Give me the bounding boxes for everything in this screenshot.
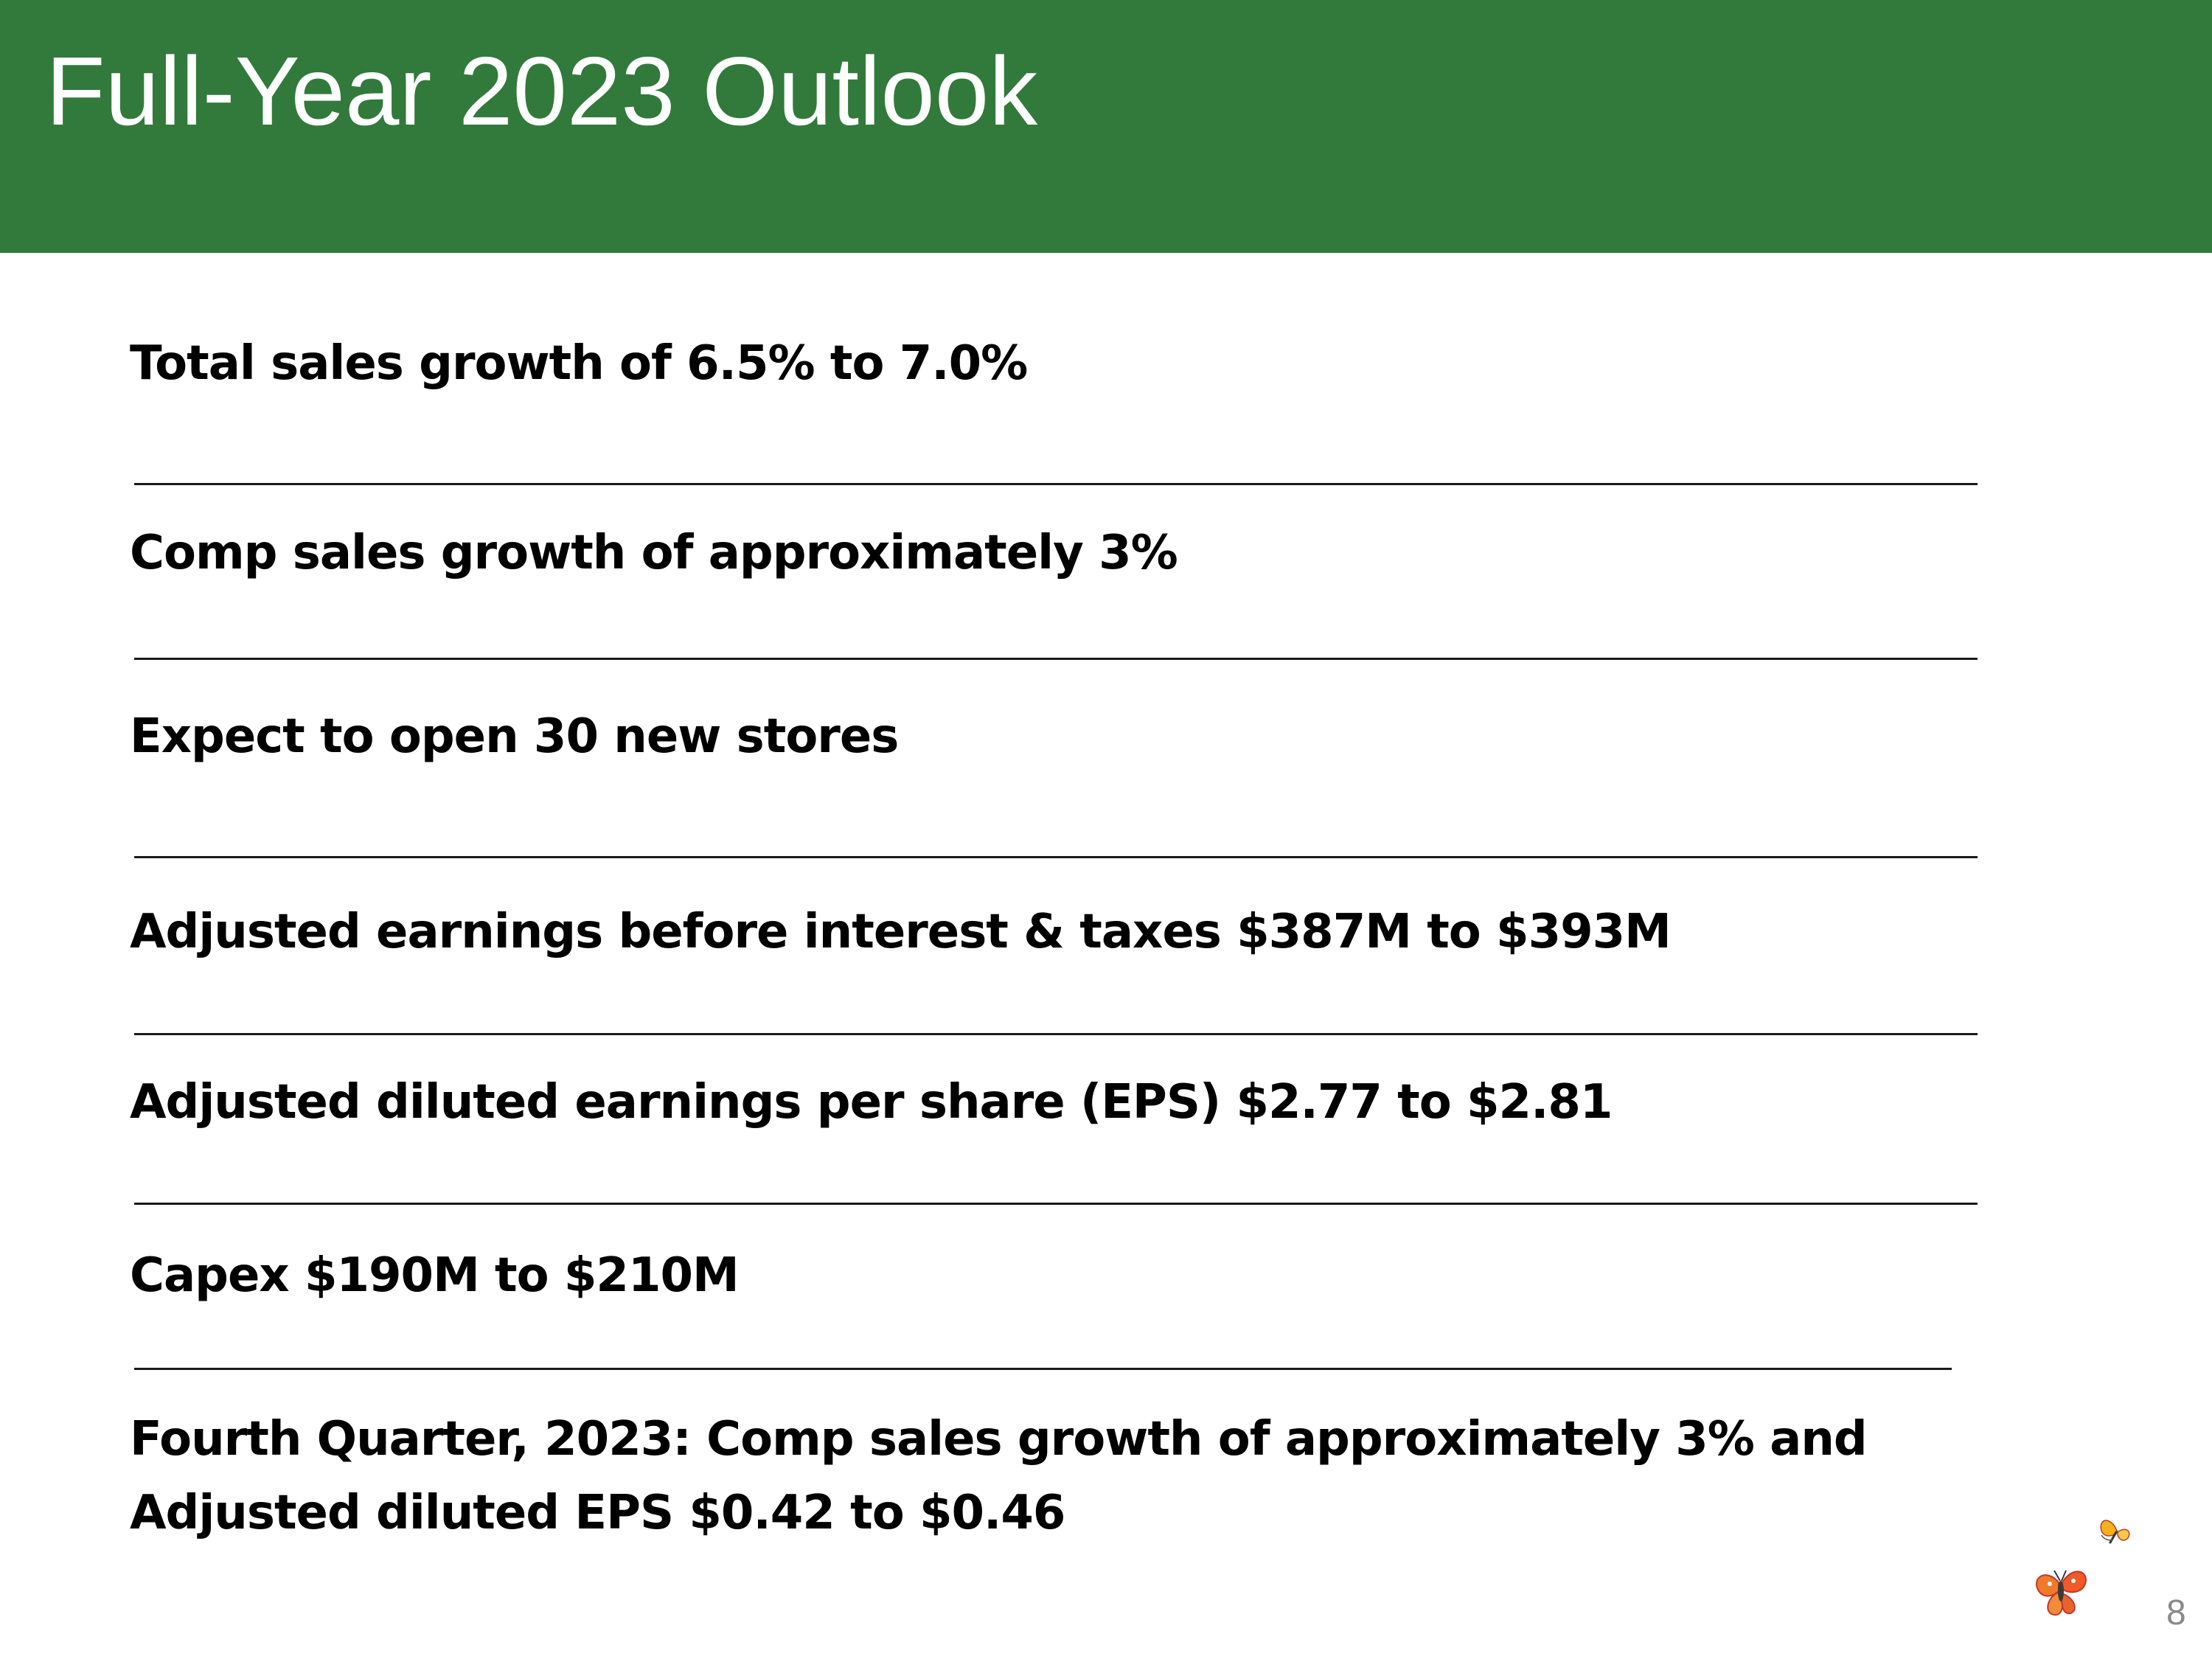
divider-rule <box>134 658 1978 660</box>
fourth-quarter-line-1: Fourth Quarter, 2023: Comp sales growth … <box>130 1412 1868 1467</box>
divider-rule <box>134 1033 1978 1035</box>
divider-rule <box>134 1203 1978 1205</box>
slide-title: Full-Year 2023 Outlook <box>46 37 1038 145</box>
divider-rule <box>134 856 1978 858</box>
butterfly-logo-icon <box>2036 1520 2130 1616</box>
divider-rule <box>134 483 1978 485</box>
orange-butterfly-icon <box>2036 1570 2087 1616</box>
title-bar: Full-Year 2023 Outlook <box>0 0 2212 253</box>
outlook-item-adjusted-ebit: Adjusted earnings before interest & taxe… <box>130 905 1672 959</box>
yellow-butterfly-icon <box>2100 1520 2130 1544</box>
divider-rule <box>134 1368 1952 1370</box>
page-number: 8 <box>2166 1593 2186 1632</box>
outlook-item-adjusted-eps: Adjusted diluted earnings per share (EPS… <box>130 1075 1613 1130</box>
outlook-item-capex: Capex $190M to $210M <box>130 1248 740 1303</box>
outlook-item-total-sales: Total sales growth of 6.5% to 7.0% <box>130 336 1028 391</box>
fourth-quarter-line-2: Adjusted diluted EPS $0.42 to $0.46 <box>130 1486 1065 1540</box>
outlook-item-fourth-quarter: Fourth Quarter, 2023: Comp sales growth … <box>130 1402 1899 1550</box>
outlook-item-comp-sales: Comp sales growth of approximately 3% <box>130 526 1178 580</box>
outlook-item-new-stores: Expect to open 30 new stores <box>130 709 899 764</box>
